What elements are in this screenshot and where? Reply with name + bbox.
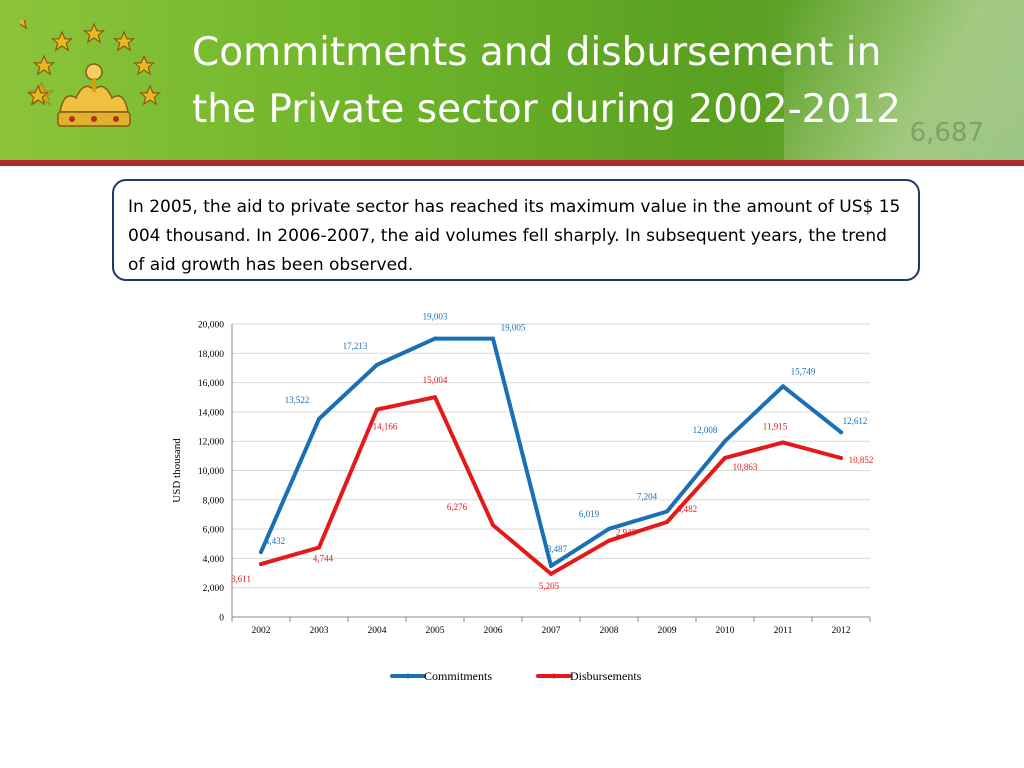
legend-label-disbursements: Disbursements: [570, 669, 642, 683]
data-label-commitments: 4,432: [265, 536, 285, 546]
x-tick-label: 2002: [252, 626, 271, 636]
data-point-disbursements: [839, 456, 843, 461]
x-tick-label: 2006: [484, 626, 503, 636]
y-tick-label: 8,000: [203, 496, 225, 506]
data-point-disbursements: [317, 545, 321, 550]
y-tick-label: 16,000: [198, 379, 224, 389]
data-label-commitments: 12,612: [843, 416, 868, 426]
header-background-text: 6,687: [909, 118, 984, 148]
title-line-2: the Private sector during 2002-2012: [192, 87, 901, 132]
data-point-commitments: [665, 509, 669, 514]
data-point-disbursements: [723, 455, 727, 460]
data-label-commitments: 13,522: [285, 395, 310, 405]
data-point-disbursements: [491, 523, 495, 528]
data-label-commitments: 7,204: [637, 491, 658, 501]
title-line-1: Commitments and disbursement in: [192, 30, 882, 75]
data-label-commitments: 19,005: [501, 323, 526, 333]
data-point-disbursements: [375, 407, 379, 412]
series-line-commitments: [259, 336, 843, 568]
data-point-commitments: [839, 430, 843, 435]
y-tick-label: 12,000: [198, 438, 224, 448]
x-tick-label: 2004: [368, 626, 387, 636]
y-tick-label: 18,000: [198, 350, 224, 360]
x-tick-label: 2007: [542, 626, 561, 636]
data-point-disbursements: [259, 562, 263, 567]
callout-text: In 2005, the aid to private sector has r…: [128, 197, 901, 275]
data-label-disbursements: 11,915: [763, 421, 788, 431]
line-chart: 0 2,000 4,000 6,000 8,000 10,000 12,000 14,000 1…: [171, 312, 874, 683]
data-point-commitments: [607, 526, 611, 531]
data-label-disbursements: 5,205: [539, 581, 560, 591]
slide-title: Commitments and disbursement in the Priv…: [192, 24, 992, 138]
data-point-disbursements: [665, 520, 669, 525]
y-tick-label: 2,000: [203, 584, 225, 594]
data-point-disbursements: [607, 538, 611, 543]
data-point-commitments: [723, 439, 727, 444]
x-tick-label: 2005: [426, 626, 445, 636]
callout-box: In 2005, the aid to private sector has r…: [112, 179, 920, 281]
y-tick-label: 20,000: [198, 321, 224, 331]
data-point-commitments: [549, 563, 553, 568]
x-tick-label: 2012: [832, 626, 851, 636]
data-point-commitments: [781, 384, 785, 389]
data-label-disbursements: 2,943: [616, 528, 637, 538]
data-label-disbursements: 10,863: [733, 462, 758, 472]
x-tick-label: 2008: [600, 626, 619, 636]
data-label-commitments: 6,019: [579, 509, 600, 519]
header-decoration: 6,687: [784, 0, 1024, 160]
y-tick-label: 6,000: [203, 526, 225, 536]
y-axis-label: USD thousand: [171, 438, 183, 503]
data-point-disbursements: [433, 395, 437, 400]
y-tick-label: 10,000: [198, 467, 224, 477]
data-label-disbursements: 6,482: [677, 504, 697, 514]
y-tick-label: 4,000: [203, 555, 225, 565]
x-tick-label: 2011: [774, 626, 793, 636]
data-label-commitments: 19,003: [423, 312, 448, 322]
data-point-commitments: [375, 362, 379, 367]
legend-marker-disbursements: [551, 673, 557, 679]
data-label-disbursements: 15,004: [423, 375, 448, 385]
data-point-commitments: [491, 336, 495, 341]
crown-logo-icon: [20, 20, 162, 127]
x-tick-label: 2003: [310, 626, 329, 636]
data-label-disbursements: 6,276: [447, 502, 468, 512]
slide-header: 6,687 Commitments and disbursement in: [0, 0, 1024, 160]
data-point-commitments: [259, 550, 263, 555]
y-tick-label: 0: [219, 614, 224, 624]
data-point-commitments: [317, 416, 321, 421]
data-label-disbursements: 10,852: [849, 455, 874, 465]
data-label-disbursements: 3,611: [231, 574, 251, 584]
y-tick-label: 14,000: [198, 408, 224, 418]
data-label-disbursements: 14,166: [373, 421, 398, 431]
header-rule: [0, 160, 1024, 166]
x-tick-label: 2010: [716, 626, 735, 636]
data-point-disbursements: [781, 440, 785, 445]
legend-label-commitments: Commitments: [424, 669, 492, 683]
data-label-commitments: 3,487: [547, 544, 568, 554]
data-label-commitments: 15,749: [791, 366, 816, 376]
data-label-commitments: 17,213: [343, 341, 368, 351]
data-label-commitments: 12,008: [693, 425, 718, 435]
legend-marker-commitments: [405, 673, 411, 679]
x-tick-label: 2009: [658, 626, 677, 636]
data-point-disbursements: [549, 571, 553, 576]
data-label-disbursements: 4,744: [313, 554, 334, 564]
data-point-commitments: [433, 336, 437, 341]
